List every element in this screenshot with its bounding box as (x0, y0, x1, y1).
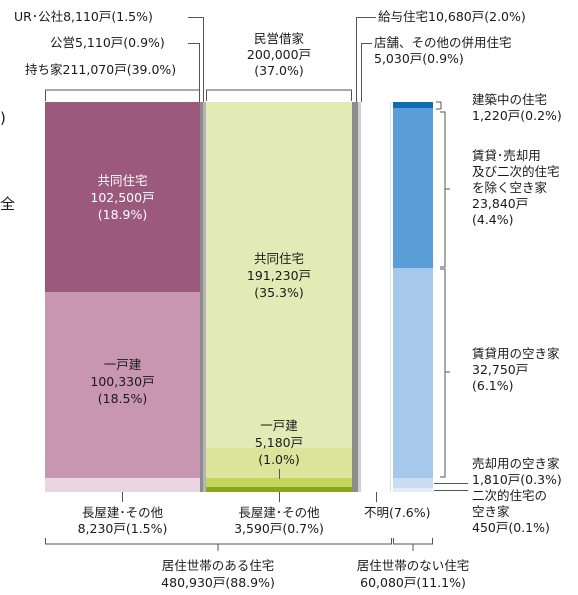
vacant-other-pct: (4.4%) (472, 212, 514, 227)
public-leader-v (199, 43, 200, 102)
rented-total-pct: (37.0%) (254, 63, 304, 78)
vacant-construction-val: 1,220戸(0.2%) (472, 108, 562, 123)
owned-total-label: 持ち家211,070戸(39.0%) (25, 62, 177, 77)
owned-condo-pct: (18.9%) (97, 207, 148, 222)
salaried-label: 給与住宅10,680戸(2.0%) (378, 9, 526, 24)
owned-top-bracket (45, 89, 200, 101)
rented-detached-count: 5,180戸 (254, 435, 304, 450)
vacant-other-count: 23,840戸 (472, 196, 529, 211)
construction-leader (436, 101, 442, 110)
vacant-other-l1: 賃貸･売却用 (472, 148, 541, 163)
vacant-secondary-block (393, 488, 433, 492)
shop-leader-h (361, 43, 372, 44)
vacant-other-bracket (440, 111, 450, 268)
vacant-other-l2: 及び二次的住宅 (472, 164, 560, 179)
ur-strip (200, 102, 203, 492)
public-leader-h (188, 43, 200, 44)
shop-strip (358, 102, 361, 492)
vacant-rental-pct: (6.1%) (472, 378, 514, 393)
rented-row-leader (279, 492, 280, 502)
vacant-rental-bracket (440, 268, 450, 478)
vacant-other-l3: を除く空き家 (472, 180, 548, 195)
rented-detached-name: 一戸建 (260, 418, 298, 433)
vacant-secondary-l1: 二次的住宅の (472, 488, 548, 503)
unknown-label: 不明(7.6%) (364, 505, 431, 520)
vacant-other-block (393, 108, 433, 268)
owned-condo-block (45, 102, 200, 292)
occupied-bracket (45, 538, 392, 551)
rented-row-block (206, 487, 352, 492)
vacant-rental-block (393, 268, 433, 478)
owned-detached-name: 一戸建 (103, 357, 142, 372)
rented-condo-block (206, 102, 352, 448)
owned-detached-pct: (18.5%) (97, 391, 148, 406)
vacant-sale-name: 売却用の空き家 (472, 456, 560, 471)
vacant-secondary-l2: 空き家 (472, 504, 510, 519)
salaried-leader-v (356, 17, 357, 102)
vacant-sale-leader (434, 483, 468, 484)
owned-detached-block (45, 292, 200, 478)
unknown-block (361, 102, 391, 492)
owned-row-block (45, 478, 200, 492)
vacant-construction-block (393, 102, 433, 108)
shop-label-name: 店舗、その他の併用住宅 (374, 35, 512, 50)
unknown-leader (376, 492, 377, 502)
ur-leader-h (188, 17, 204, 18)
occupied-name: 居住世帯のある住宅 (161, 558, 275, 573)
ur-label: UR･公社8,110戸(1.5%) (14, 9, 153, 24)
occupied-val: 480,930戸(88.9%) (161, 575, 275, 590)
rented-row-val: 3,590戸(0.7%) (234, 521, 324, 536)
owned-detached-count: 100,330戸 (90, 374, 155, 389)
rented-detached-pct: (1.0%) (258, 452, 300, 467)
unoccupied-val: 60,080戸(11.1%) (360, 575, 466, 590)
side-fragment-kanji: 全 (0, 195, 16, 213)
rented-condo-pct: (35.3%) (254, 285, 304, 300)
vacant-secondary-val: 450戸(0.1%) (472, 520, 550, 535)
owned-row-leader (122, 492, 123, 502)
vacant-rental-name: 賃貸用の空き家 (472, 346, 560, 361)
vacant-construction-name: 建築中の住宅 (472, 92, 548, 107)
rented-condo-name: 共同住宅 (253, 251, 304, 266)
salaried-strip (352, 102, 358, 492)
owned-condo-name: 共同住宅 (97, 173, 148, 188)
shop-leader-v (361, 43, 362, 102)
rented-detached-block (206, 478, 352, 487)
rented-top-bracket (206, 89, 352, 101)
rented-row-name: 長屋建･その他 (238, 505, 320, 520)
rented-detached-leader (279, 469, 280, 479)
rented-total-name: 民営借家 (253, 31, 304, 46)
owned-row-name: 長屋建･その他 (81, 505, 164, 520)
vacant-secondary-leader (434, 490, 468, 491)
public-strip (203, 102, 206, 492)
side-fragment-paren: ) (0, 109, 6, 127)
owned-condo-count: 102,500戸 (90, 190, 155, 205)
vacant-sale-val: 1,810戸(0.3%) (472, 472, 562, 487)
shop-label-count: 5,030戸(0.9%) (374, 51, 464, 66)
vacant-sale-block (393, 478, 433, 488)
rented-total-count: 200,000戸 (246, 47, 312, 62)
salaried-leader-h (356, 17, 376, 18)
rented-condo-count: 191,230戸 (246, 268, 312, 283)
public-label: 公営5,110戸(0.9%) (50, 35, 165, 50)
ur-leader-v (203, 17, 204, 102)
vacant-rental-count: 32,750戸 (472, 362, 529, 377)
unoccupied-bracket (393, 538, 433, 551)
unoccupied-name: 居住世帯のない住宅 (356, 558, 470, 573)
owned-row-val: 8,230戸(1.5%) (77, 521, 168, 536)
